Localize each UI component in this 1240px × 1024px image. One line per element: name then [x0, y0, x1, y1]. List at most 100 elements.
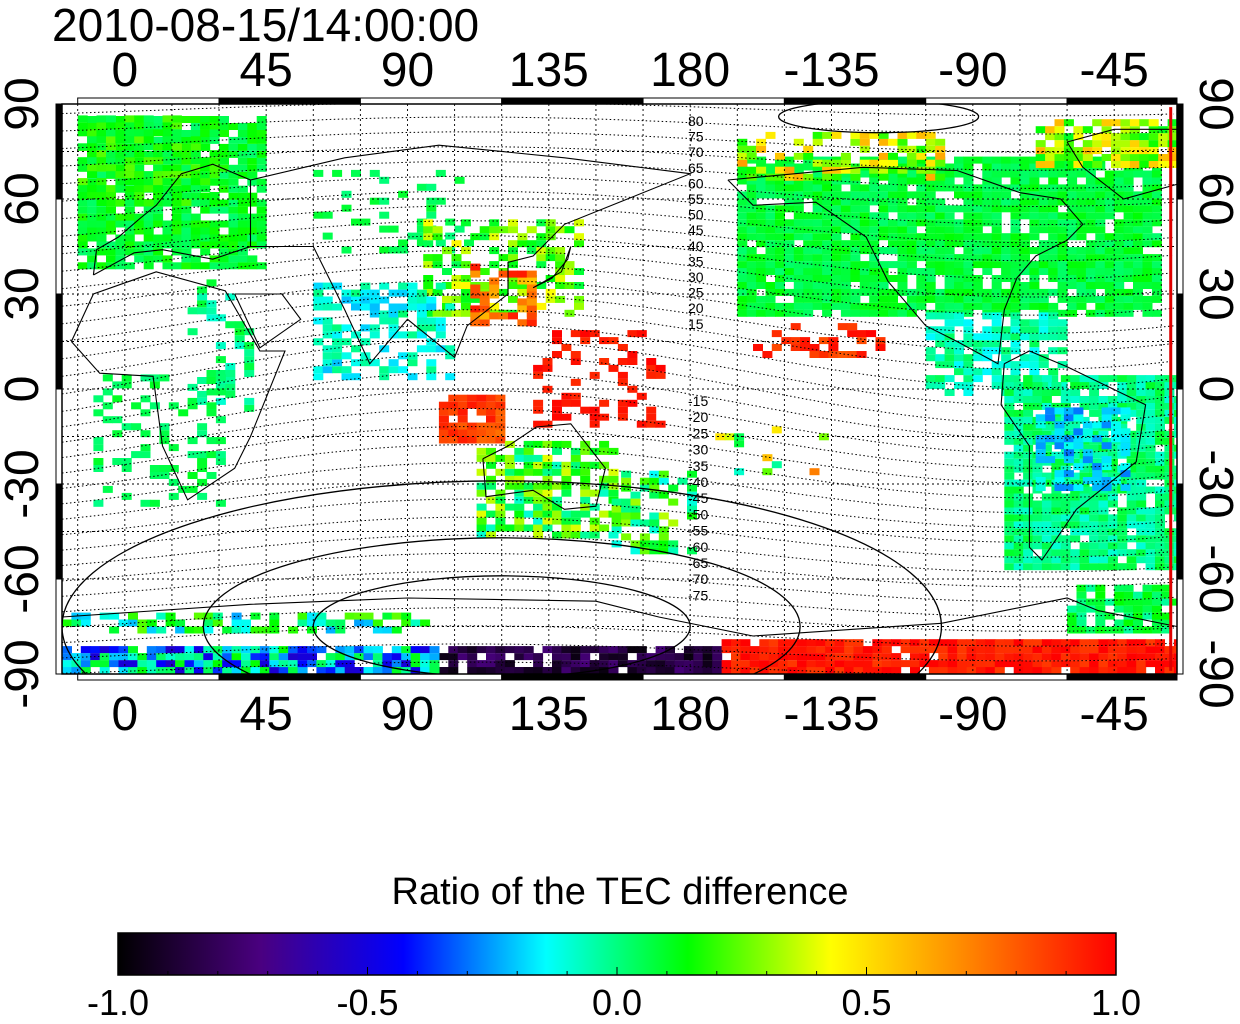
tec-cell: [115, 262, 126, 270]
tec-cell: [1082, 449, 1093, 457]
tec-cell: [1107, 486, 1118, 494]
tec-cell: [1161, 612, 1172, 620]
tec-cell: [209, 199, 220, 206]
tec-cell: [972, 254, 983, 262]
tec-cell: [856, 330, 867, 338]
tec-cell: [423, 254, 434, 262]
tec-cell: [822, 268, 833, 275]
tec-cell: [935, 177, 946, 185]
tec-cell: [476, 489, 487, 497]
tec-cell: [96, 192, 107, 199]
tec-cell: [228, 227, 239, 235]
tec-cell: [250, 660, 261, 668]
tec-cell: [146, 660, 157, 668]
tec-cell: [1123, 205, 1134, 213]
tec-cell: [1082, 428, 1093, 436]
tec-cell: [423, 288, 434, 296]
tec-cell: [1136, 402, 1147, 410]
tec-cell: [77, 178, 88, 186]
tec-cell: [627, 358, 638, 365]
tec-cell: [495, 503, 506, 511]
tec-cell: [416, 183, 427, 191]
tec-cell: [209, 150, 220, 158]
tec-cell: [162, 171, 173, 179]
tec-cell: [712, 653, 723, 661]
tec-cell: [1004, 542, 1015, 550]
tec-cell: [1004, 396, 1015, 403]
tec-cell: [131, 423, 142, 431]
tec-cell: [570, 454, 581, 462]
tec-cell: [1067, 302, 1078, 310]
tec-cell: [1145, 639, 1156, 647]
tec-cell: [552, 517, 562, 525]
tec-cell: [888, 302, 898, 310]
tec-cell: [1136, 437, 1147, 445]
tec-cell: [1073, 147, 1084, 155]
tec-cell: [1004, 514, 1015, 522]
tec-cell: [649, 519, 660, 527]
contour-label: -45: [688, 490, 708, 506]
tec-cell: [806, 667, 817, 674]
tec-cell: [398, 331, 409, 339]
tec-cell: [954, 361, 964, 369]
tec-cell: [156, 626, 167, 634]
tec-cell: [1010, 326, 1021, 334]
tec-cell: [168, 478, 179, 486]
lat-tick-label-right: 90: [1189, 77, 1240, 130]
tec-cell: [1038, 295, 1049, 303]
tec-cell: [225, 363, 236, 370]
tec-cell: [87, 199, 98, 207]
tec-cell: [197, 492, 208, 500]
tec-cell: [545, 226, 556, 234]
tec-cell: [1010, 254, 1021, 262]
tec-cell: [143, 122, 154, 130]
tec-cell: [451, 275, 462, 282]
tec-cell: [1098, 493, 1109, 501]
tec-cell: [803, 173, 814, 181]
tec-cell: [102, 388, 113, 396]
tec-cell: [1120, 133, 1131, 141]
tec-cell: [906, 219, 917, 227]
tec-cell: [881, 667, 892, 674]
tec-cell: [460, 295, 471, 303]
tec-cell: [1123, 170, 1134, 178]
tec-cell: [878, 226, 889, 234]
tec-cell: [797, 660, 807, 668]
tec-cell: [1123, 247, 1134, 255]
tec-cell: [1089, 646, 1100, 654]
tec-cell: [533, 440, 544, 448]
tec-cell: [897, 138, 908, 146]
tec-cell: [77, 115, 88, 123]
tec-cell: [1004, 382, 1015, 389]
tec-cell: [115, 157, 126, 165]
tec-cell: [753, 344, 763, 351]
tec-cell: [1107, 639, 1118, 647]
tec-cell: [589, 503, 600, 511]
tec-cell: [991, 219, 1002, 227]
tec-cell: [1057, 226, 1068, 234]
tec-cell: [1038, 184, 1049, 192]
tec-cell: [351, 373, 361, 381]
tec-cell: [561, 653, 572, 661]
tec-cell: [954, 163, 964, 171]
tec-cell: [589, 489, 600, 497]
tec-cell: [1082, 435, 1093, 443]
tec-cell: [1158, 133, 1169, 141]
tec-cell: [982, 219, 993, 227]
tec-cell: [963, 282, 974, 289]
tec-cell: [354, 667, 365, 674]
tec-cell: [146, 626, 157, 634]
tec-cell: [259, 653, 270, 661]
tec-cell: [775, 254, 785, 262]
tec-cell: [1035, 484, 1046, 491]
tec-cell: [128, 660, 138, 668]
tec-cell: [96, 199, 107, 206]
tec-cell: [398, 282, 409, 290]
tec-cell: [749, 646, 760, 654]
tec-cell: [1114, 198, 1125, 206]
tec-cell: [197, 465, 208, 472]
tec-cell: [1057, 326, 1068, 334]
tec-cell: [1082, 147, 1093, 155]
tec-cell: [533, 503, 544, 511]
tec-cell: [1076, 275, 1087, 282]
